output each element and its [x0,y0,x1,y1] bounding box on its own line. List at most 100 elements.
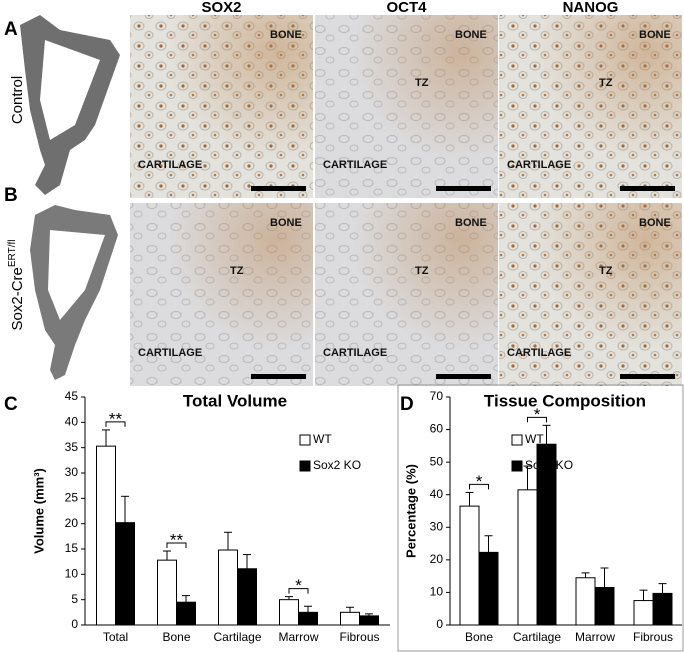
stain-overlay [315,203,498,386]
tissue-label: BONE [639,217,671,229]
bar [218,549,238,626]
x-tick-label: Cartilage [213,630,261,644]
legend-label: Sox2 KO [525,458,573,472]
legend-swatch [299,434,311,446]
tissue-label: TZ [599,77,613,89]
y-tick-label: 0 [71,617,78,631]
tissue-label: BONE [270,217,302,229]
bone-renderings [20,15,120,380]
bar [157,559,177,626]
panel-label: D [400,394,414,415]
y-axis-label: Percentage (%) [403,464,418,558]
bar [633,600,654,626]
tissue-label: BONE [270,29,302,41]
x-tick-label: Bone [465,630,493,644]
row-label-main: Sox2-Cre [9,267,26,330]
charts: Total Volume Volume (mm³) 0 5 10 15 20 25 30 35 40… [31,389,682,644]
bar [575,577,596,626]
tissue-label: BONE [455,29,487,41]
y-tick-label: 30 [430,519,444,533]
y-tick-label: 60 [430,422,444,436]
tissue-label: TZ [599,265,613,277]
column-header: NANOG [563,0,619,16]
x-tick-label: Cartilage [513,630,561,644]
x-tick-label: Bone [162,630,190,644]
significance-label: * [295,576,302,595]
scale-bar [436,374,491,379]
y-tick-label: 50 [430,454,444,468]
x-tick-label: Fibrous [339,630,379,644]
tissue-label: TZ [415,265,429,277]
x-tick-label: Marrow [575,630,615,644]
bone-control [20,15,120,195]
scale-bar [436,186,491,191]
panel-label: B [4,185,18,206]
tissue-label: CARTILAGE [507,347,571,359]
tissue-label: TZ [230,265,244,277]
legend-swatch [299,460,311,472]
y-tick-label: 10 [65,567,79,581]
panel-d-frame [397,384,684,652]
row-label-superscript: ERT/fl [7,240,18,268]
bar [115,522,135,626]
stain-overlay [130,15,313,198]
bar [340,611,360,626]
tissue-label: TZ [415,77,429,89]
y-tick-label: 70 [430,389,444,403]
significance-label: ** [109,409,123,428]
column-header: SOX2 [201,0,241,16]
micrograph-grid: SOX2 OCT4 NANOG BONE CARTILAGE BONE TZ CARTILAG… [7,0,682,386]
stain-overlay [130,203,313,386]
y-tick-label: 30 [65,465,79,479]
y-tick-label: 20 [430,552,444,566]
bar [359,615,379,626]
tissue-label: CARTILAGE [323,347,387,359]
bar [478,551,499,626]
significance-bracket [527,416,547,423]
y-tick-label: 25 [65,491,79,505]
significance-bracket [105,421,126,427]
bar [517,489,538,626]
bar [176,601,196,626]
row-label: Control [9,76,26,124]
y-tick-label: 35 [65,440,79,454]
stain-overlay [499,15,682,198]
y-tick-label: 40 [65,415,79,429]
legend-swatch [511,460,523,472]
panel-label: A [4,19,18,40]
y-tick-label: 40 [430,487,444,501]
y-tick-label: 15 [65,541,79,555]
scale-bar [251,186,306,191]
scale-bar [251,374,306,379]
tissue-label: CARTILAGE [323,159,387,171]
significance-bracket [288,588,309,594]
legend-label: Sox2 KO [313,458,361,472]
legend-label: WT [313,432,332,446]
bar [459,505,480,626]
tissue-label: BONE [455,217,487,229]
significance-label: ** [170,531,184,550]
row-label: Sox2-CreERT/fl [7,240,26,331]
y-tick-label: 10 [430,585,444,599]
legend-label: WT [525,432,544,446]
x-tick-label: Total [103,630,128,644]
significance-label: * [534,405,541,424]
significance-bracket [166,542,187,549]
y-tick-label: 45 [65,389,79,403]
tissue-label: CARTILAGE [138,159,202,171]
bar [279,599,299,626]
bar [652,592,673,626]
tissue-label: CARTILAGE [507,159,571,171]
tissue-label: CARTILAGE [138,347,202,359]
significance-label: * [476,472,483,491]
y-tick-label: 5 [71,592,78,606]
y-axis-label: Volume (mm³) [31,468,46,554]
panel-label: C [4,394,18,415]
chart-title: Total Volume [183,391,287,410]
bar [298,611,318,626]
column-header: OCT4 [386,0,427,16]
y-tick-label: 0 [436,617,443,631]
chart-title: Tissue Composition [484,391,646,410]
x-tick-label: Fibrous [633,630,673,644]
